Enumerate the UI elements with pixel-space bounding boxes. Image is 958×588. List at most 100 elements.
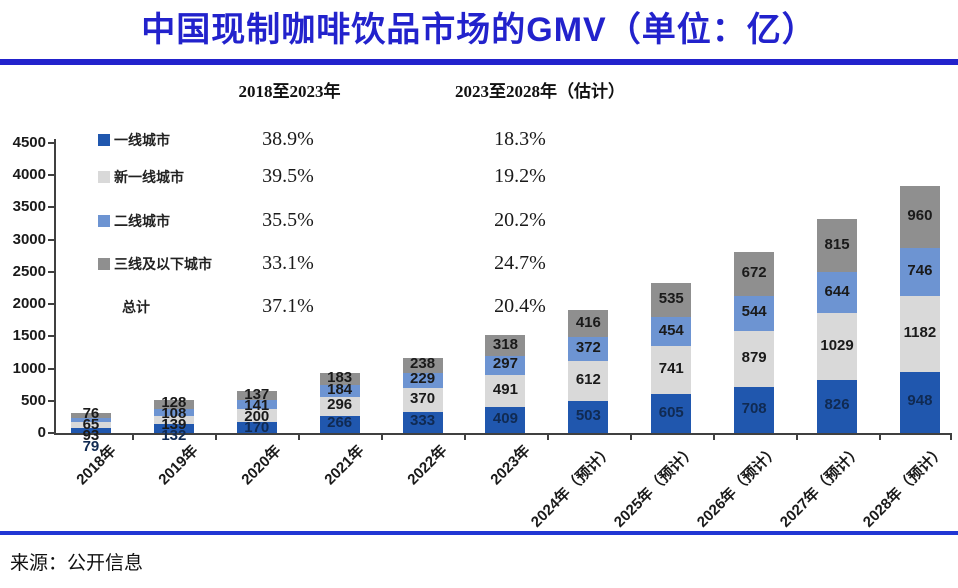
bar-segment xyxy=(70,427,111,433)
cagr-period1-header: 2018至2023年 xyxy=(238,82,341,101)
bar-value-label: 370 xyxy=(410,389,436,407)
x-axis-category-label: 2021年 xyxy=(321,442,368,489)
bar-value-label: 76 xyxy=(82,405,100,423)
bar-value-label: 65 xyxy=(82,416,100,434)
x-axis-tick xyxy=(629,435,632,440)
bar-segment xyxy=(236,391,277,401)
bar-value-label: 93 xyxy=(82,427,100,445)
x-axis-category-label: 2024年（预计） xyxy=(527,442,617,531)
legend-item: 二线城市 xyxy=(98,212,170,230)
x-axis-tick xyxy=(712,435,715,440)
bar-segment xyxy=(899,295,940,372)
bar-segment xyxy=(734,252,775,296)
x-axis-category-label: 2027年（预计） xyxy=(776,442,866,531)
bar-value-label: 1029 xyxy=(820,336,854,354)
cagr-period1-value: 33.1% xyxy=(262,252,314,274)
legend-label: 三线及以下城市 xyxy=(114,258,212,273)
bar-value-label: 200 xyxy=(244,407,270,425)
x-axis-line xyxy=(54,433,952,435)
legend-label: 总计 xyxy=(122,301,150,316)
bar-segment xyxy=(319,415,360,433)
bar-value-label: 238 xyxy=(410,355,436,373)
y-axis-tick-label: 2000 xyxy=(12,295,46,313)
bar-segment xyxy=(485,406,526,433)
bar-segment xyxy=(236,409,277,423)
bar-segment xyxy=(70,412,111,418)
bar-value-label: 644 xyxy=(824,282,850,300)
bar-segment xyxy=(153,415,194,425)
y-axis-tick-label: 4500 xyxy=(12,134,46,151)
bar-segment xyxy=(899,185,940,248)
bar-value-label: 132 xyxy=(161,427,187,445)
bar-segment xyxy=(734,330,775,388)
bar-segment xyxy=(70,417,111,422)
bar-value-label: 170 xyxy=(244,418,270,436)
bar-value-label: 815 xyxy=(824,235,850,253)
legend-label: 一线城市 xyxy=(114,134,170,149)
bar-segment xyxy=(568,361,609,401)
bar-value-label: 708 xyxy=(741,400,767,418)
cagr-period2-value: 20.4% xyxy=(494,295,546,317)
legend-item: 三线及以下城市 xyxy=(98,255,212,273)
x-axis-tick xyxy=(381,435,384,440)
bar-segment xyxy=(402,387,443,412)
x-axis-tick xyxy=(464,435,466,440)
y-axis-tick xyxy=(48,174,54,177)
cagr-period2-value: 24.7% xyxy=(494,252,546,274)
y-axis-tick-label: 500 xyxy=(20,391,46,409)
bar-segment xyxy=(402,357,443,373)
bar-value-label: 296 xyxy=(327,396,353,414)
bar-segment xyxy=(734,387,775,433)
y-axis-tick xyxy=(48,270,54,273)
bar-segment xyxy=(402,372,443,388)
bar-segment xyxy=(236,422,277,433)
bar-segment xyxy=(651,282,692,317)
legend-swatch xyxy=(98,134,110,146)
bar-value-label: 879 xyxy=(741,349,767,367)
bar-value-label: 544 xyxy=(741,303,767,321)
bar-segment xyxy=(568,310,609,338)
bar-segment xyxy=(651,317,692,347)
x-axis-category-label: 2026年（预计） xyxy=(693,442,783,531)
cagr-period1-value: 39.5% xyxy=(262,165,314,187)
bar-segment xyxy=(568,400,609,433)
bar-segment xyxy=(734,295,775,331)
bar-segment xyxy=(817,219,858,272)
y-axis-tick-label: 1500 xyxy=(12,327,46,345)
x-axis-tick xyxy=(878,435,881,440)
y-axis-tick xyxy=(48,142,54,144)
x-axis-tick xyxy=(215,435,218,440)
x-axis-category-label: 2028年（预计） xyxy=(859,442,949,531)
cagr-period1-value: 35.5% xyxy=(262,209,314,231)
bar-value-label: 826 xyxy=(824,396,850,414)
y-axis-tick-label: 2500 xyxy=(12,262,46,280)
bar-segment xyxy=(402,411,443,433)
y-axis-tick-label: 0 xyxy=(37,424,46,441)
bar-value-label: 183 xyxy=(327,369,353,387)
cagr-period2-header: 2023至2028年（估计） xyxy=(455,82,625,101)
bar-segment xyxy=(236,400,277,410)
page-title: 中国现制咖啡饮品市场的GMV（单位：亿） xyxy=(141,11,817,49)
bar-segment xyxy=(153,424,194,433)
bar-segment xyxy=(485,375,526,407)
bar-value-label: 297 xyxy=(492,355,518,373)
bar-value-label: 333 xyxy=(410,412,436,430)
bar-segment xyxy=(899,371,940,433)
bar-value-label: 139 xyxy=(161,416,187,434)
x-axis-tick xyxy=(950,435,952,440)
bar-value-label: 612 xyxy=(575,370,601,388)
bar-value-label: 672 xyxy=(741,264,767,281)
bar-segment xyxy=(153,400,194,409)
bar-value-label: 535 xyxy=(658,289,684,307)
bar-segment xyxy=(568,337,609,362)
y-axis-tick xyxy=(48,399,54,402)
bar-segment xyxy=(817,313,858,380)
bar-value-label: 454 xyxy=(658,321,684,339)
bar-value-label: 266 xyxy=(327,414,353,432)
cagr-period2-value: 18.3% xyxy=(494,128,546,150)
bar-value-label: 605 xyxy=(658,403,684,421)
x-axis-category-label: 2022年 xyxy=(404,442,451,489)
legend-swatch xyxy=(98,171,110,183)
x-axis-tick xyxy=(298,435,301,440)
